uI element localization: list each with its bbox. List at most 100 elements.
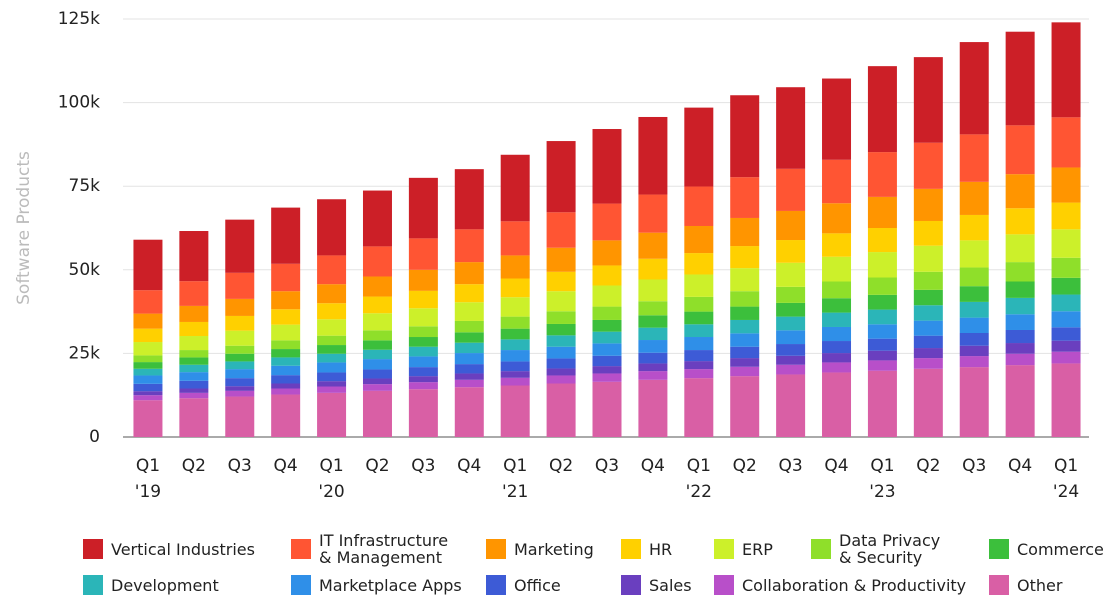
bar-segment <box>776 87 806 169</box>
x-tick-label: Q4 <box>273 456 298 476</box>
x-tick-label: Q3 <box>227 456 252 476</box>
bar-segment <box>959 267 989 287</box>
bar-segment <box>317 284 347 304</box>
bar-segment <box>592 355 622 367</box>
bar-segment <box>317 372 347 382</box>
x-tick-label: Q4 <box>824 456 849 476</box>
bar-segment <box>1005 31 1035 126</box>
bar-segment <box>638 301 668 316</box>
legend-swatch <box>621 575 641 595</box>
bar-segment <box>913 348 943 359</box>
bar-segment <box>730 217 760 247</box>
bar-segment <box>408 356 438 368</box>
bar-segment <box>959 181 989 215</box>
bar-segment <box>913 320 943 336</box>
x-tick-label: Q1 '22 <box>685 456 712 502</box>
bar-segment <box>867 360 897 371</box>
bar-segment <box>1051 311 1081 328</box>
bar-segment <box>592 331 622 344</box>
bar-segment <box>730 177 760 218</box>
bar-segment <box>225 219 255 273</box>
bar-segment <box>684 225 714 254</box>
bar-segment <box>317 353 347 363</box>
bar-segment <box>822 312 852 327</box>
bar-segment <box>684 107 714 187</box>
bar-segment <box>271 324 301 341</box>
bar-segment <box>684 378 714 437</box>
x-tick-label: Q4 <box>457 456 482 476</box>
legend-label: Collaboration & Productivity <box>742 575 967 595</box>
bar-segment <box>730 358 760 367</box>
bar-segment <box>959 42 989 135</box>
bar-segment <box>776 316 806 331</box>
y-tick-label: 0 <box>89 427 100 447</box>
bar-segment <box>225 390 255 397</box>
bar-segment <box>317 335 347 346</box>
bar-segment <box>454 387 484 437</box>
bar-segment <box>638 232 668 259</box>
bar-segment <box>684 274 714 297</box>
bar-segment <box>822 353 852 363</box>
bar-segment <box>822 256 852 282</box>
bar-segment <box>1051 340 1081 352</box>
bar-segment <box>362 246 392 277</box>
bar-segment <box>822 298 852 313</box>
bar-segment <box>362 330 392 341</box>
bar-segment <box>362 349 392 360</box>
bar-segment <box>225 272 255 299</box>
bar-segment <box>133 362 163 369</box>
bar-segment <box>638 279 668 302</box>
bar-segment <box>638 194 668 233</box>
bar-segment <box>408 177 438 239</box>
bar-segment <box>500 278 530 298</box>
x-tick-label: Q2 <box>181 456 206 476</box>
bar-segment <box>913 57 943 143</box>
bar-segment <box>638 327 668 341</box>
legend-swatch <box>989 575 1009 595</box>
bar-segment <box>684 369 714 379</box>
bar-segment <box>546 375 576 384</box>
legend-label: Vertical Industries <box>111 539 255 559</box>
x-tick-label: Q2 <box>548 456 574 476</box>
bar-segment <box>500 297 530 317</box>
x-tick-label: Q3 <box>411 456 436 476</box>
bar-segment <box>546 383 576 437</box>
x-tick-label: Q1 '24 <box>1052 456 1080 502</box>
bar-segment <box>179 336 209 351</box>
bar-segment <box>638 315 668 328</box>
bar-segment <box>317 362 347 373</box>
bar-segment <box>362 190 392 247</box>
bar-segment <box>959 317 989 334</box>
bar-segment <box>408 376 438 383</box>
legend-label: Data Privacy & Security <box>839 531 941 567</box>
bar-segment <box>776 168 806 211</box>
bar-segment <box>913 188 943 221</box>
bar-segment <box>867 370 897 437</box>
bar-segment <box>454 169 484 230</box>
bar-segment <box>867 294 897 310</box>
bar-segment <box>317 386 347 393</box>
bar-segment <box>776 344 806 356</box>
legend-swatch <box>811 539 831 559</box>
bar-segment <box>913 271 943 290</box>
legend-label: Office <box>514 575 561 595</box>
legend-swatch <box>291 539 311 559</box>
x-tick-label: Q2 <box>916 456 941 476</box>
legend-swatch <box>83 539 103 559</box>
bar-segment <box>362 296 392 314</box>
bar-segment <box>546 323 576 336</box>
x-tick-label: Q1 '19 <box>134 456 162 502</box>
bar-segment <box>454 262 484 285</box>
bar-segment <box>271 388 301 395</box>
bar-segment <box>500 328 530 340</box>
bar-segment <box>913 368 943 437</box>
bar-segment <box>959 286 989 302</box>
bar-segment <box>776 364 806 375</box>
bar-segment <box>225 298 255 316</box>
bar-segment <box>179 350 209 358</box>
bar-segment <box>959 214 989 241</box>
legend-label: Other <box>1017 575 1063 595</box>
bar-segment <box>592 265 622 286</box>
bar-segment <box>500 371 530 378</box>
